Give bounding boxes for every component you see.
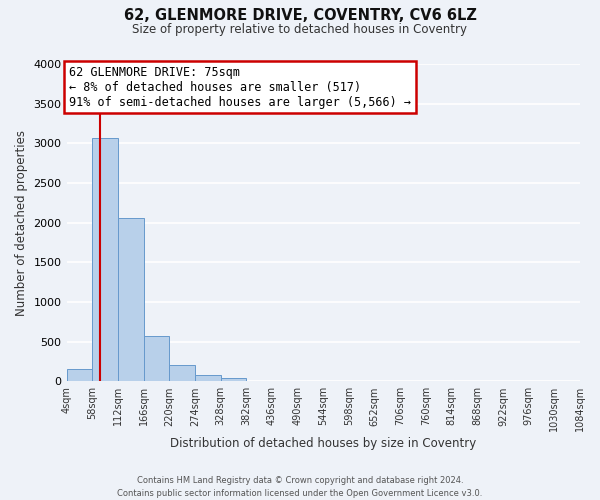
Bar bbox=[143, 336, 169, 382]
Text: 62, GLENMORE DRIVE, COVENTRY, CV6 6LZ: 62, GLENMORE DRIVE, COVENTRY, CV6 6LZ bbox=[124, 8, 476, 22]
Bar bbox=[195, 376, 221, 382]
Bar bbox=[169, 365, 195, 382]
Text: Size of property relative to detached houses in Coventry: Size of property relative to detached ho… bbox=[133, 22, 467, 36]
Text: Contains HM Land Registry data © Crown copyright and database right 2024.
Contai: Contains HM Land Registry data © Crown c… bbox=[118, 476, 482, 498]
Bar bbox=[92, 138, 118, 382]
Bar bbox=[221, 378, 246, 382]
Text: 62 GLENMORE DRIVE: 75sqm
← 8% of detached houses are smaller (517)
91% of semi-d: 62 GLENMORE DRIVE: 75sqm ← 8% of detache… bbox=[69, 66, 411, 108]
Bar bbox=[118, 218, 143, 382]
X-axis label: Distribution of detached houses by size in Coventry: Distribution of detached houses by size … bbox=[170, 437, 476, 450]
Y-axis label: Number of detached properties: Number of detached properties bbox=[15, 130, 28, 316]
Bar bbox=[67, 370, 92, 382]
